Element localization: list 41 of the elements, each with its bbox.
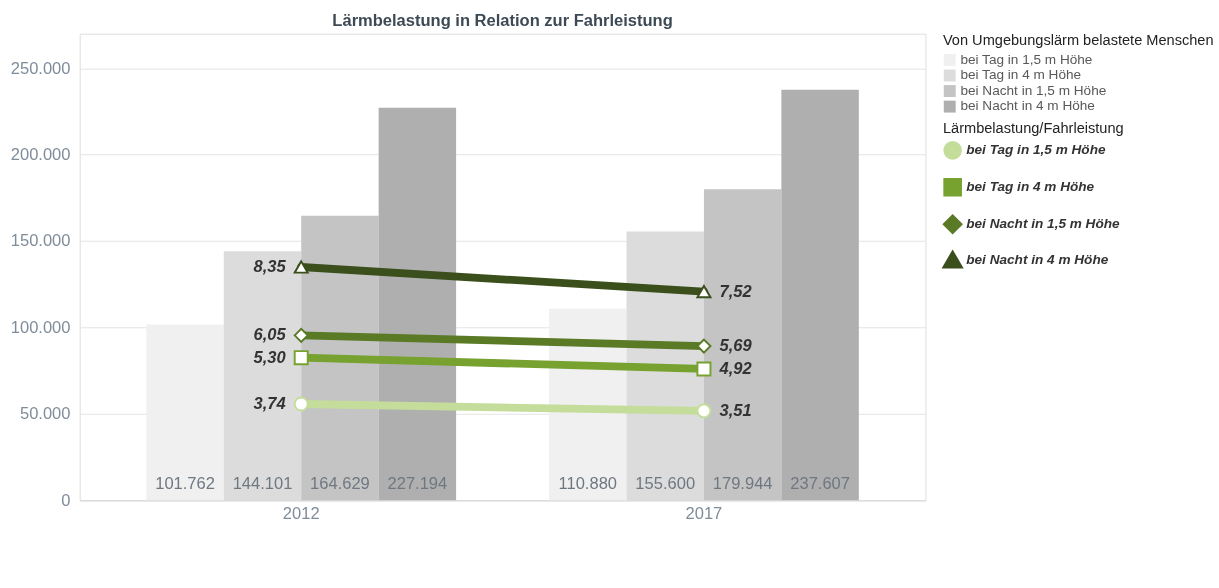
data-label: 237.607 bbox=[790, 473, 850, 493]
data-label: 4,92 bbox=[718, 358, 753, 378]
bar bbox=[378, 107, 457, 501]
data-label: 164.629 bbox=[310, 473, 370, 493]
data-label: 227.194 bbox=[387, 473, 448, 493]
legend-label: bei Tag in 4 m Höhe bbox=[966, 179, 1095, 195]
data-label: 5,69 bbox=[719, 335, 753, 355]
bar bbox=[146, 324, 224, 501]
y-tick-label: 0 bbox=[61, 490, 71, 510]
chart-title: Lärmbelastung in Relation zur Fahrleistung bbox=[332, 10, 673, 30]
y-tick-label: 250.000 bbox=[10, 58, 71, 78]
data-label: 5,30 bbox=[253, 347, 287, 367]
bar bbox=[703, 189, 782, 501]
data-label: 7,52 bbox=[719, 281, 753, 301]
legend-label: bei Nacht in 1,5 m Höhe bbox=[966, 216, 1121, 232]
x-tick-label: 2017 bbox=[685, 504, 723, 524]
y-tick-label: 150.000 bbox=[10, 231, 71, 251]
data-label: 179.944 bbox=[712, 473, 773, 493]
data-label: 101.762 bbox=[155, 473, 215, 493]
data-label: 155.600 bbox=[635, 473, 696, 493]
y-tick-label: 100.000 bbox=[10, 317, 71, 337]
data-label: 110.880 bbox=[558, 473, 617, 493]
data-label: 3,74 bbox=[253, 393, 286, 413]
y-tick-label: 50.000 bbox=[19, 404, 71, 424]
data-label: 3,51 bbox=[719, 400, 752, 420]
data-label: 6,05 bbox=[253, 325, 287, 345]
legend-title: Von Umgebungslärm belastete Menschen bbox=[942, 32, 1214, 49]
point bbox=[696, 403, 712, 419]
legend-label: bei Tag in 1,5 m Höhe bbox=[966, 142, 1106, 158]
legend-label: bei Tag in 4 m Höhe bbox=[960, 67, 1082, 83]
point bbox=[293, 396, 309, 412]
y-tick-label: 200.000 bbox=[10, 145, 71, 165]
legend-label: bei Tag in 1,5 m Höhe bbox=[960, 51, 1093, 67]
bar bbox=[781, 89, 859, 501]
text: Lärmbelastung/Fahrleistung bbox=[942, 119, 1124, 136]
data-label: 8,35 bbox=[253, 256, 287, 276]
x-tick-label: 2012 bbox=[282, 504, 320, 524]
legend-label: bei Nacht in 4 m Höhe bbox=[960, 98, 1095, 114]
data-label: 144.101 bbox=[232, 473, 293, 493]
legend-label: bei Nacht in 4 m Höhe bbox=[966, 252, 1109, 268]
legend-label: bei Nacht in 1,5 m Höhe bbox=[960, 82, 1107, 98]
